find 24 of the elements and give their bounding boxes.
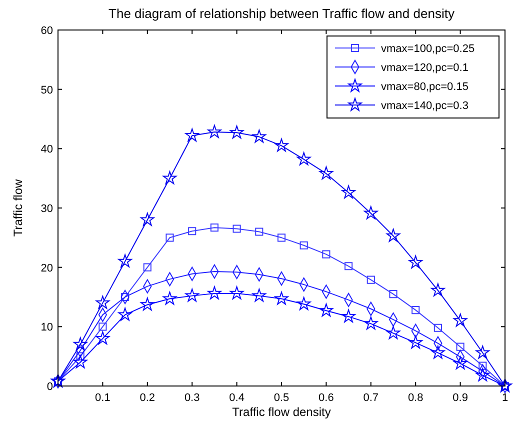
x-tick-label: 0.3 xyxy=(184,392,200,404)
legend-label: vmax=120,pc=0.1 xyxy=(381,62,468,74)
x-axis-title: Traffic flow density xyxy=(232,405,331,419)
x-tick-label: 0.4 xyxy=(229,392,244,404)
y-tick-label: 40 xyxy=(40,144,53,156)
legend-label: vmax=80,pc=0.15 xyxy=(381,81,468,93)
x-tick-label: 0.5 xyxy=(274,392,290,404)
legend-label: vmax=100,pc=0.25 xyxy=(381,43,475,55)
x-tick-label: 0.2 xyxy=(140,392,156,404)
y-tick-label: 30 xyxy=(40,203,53,215)
legend-label: vmax=140,pc=0.3 xyxy=(381,100,468,112)
y-tick-label: 50 xyxy=(40,84,53,96)
y-tick-label: 0 xyxy=(46,381,53,393)
y-tick-label: 60 xyxy=(40,25,53,37)
x-tick-label: 0.7 xyxy=(363,392,379,404)
chart-title: The diagram of relationship between Traffic flow and density xyxy=(108,6,455,21)
x-tick-label: 1 xyxy=(502,392,508,404)
x-tick-label: 0.6 xyxy=(318,392,334,404)
y-axis-title: Traffic flow xyxy=(11,179,25,237)
x-tick-label: 0.8 xyxy=(408,392,424,404)
x-tick-label: 0.1 xyxy=(95,392,110,404)
y-tick-label: 20 xyxy=(40,262,53,274)
y-tick-label: 10 xyxy=(40,322,53,334)
x-tick-label: 0.9 xyxy=(452,392,468,404)
